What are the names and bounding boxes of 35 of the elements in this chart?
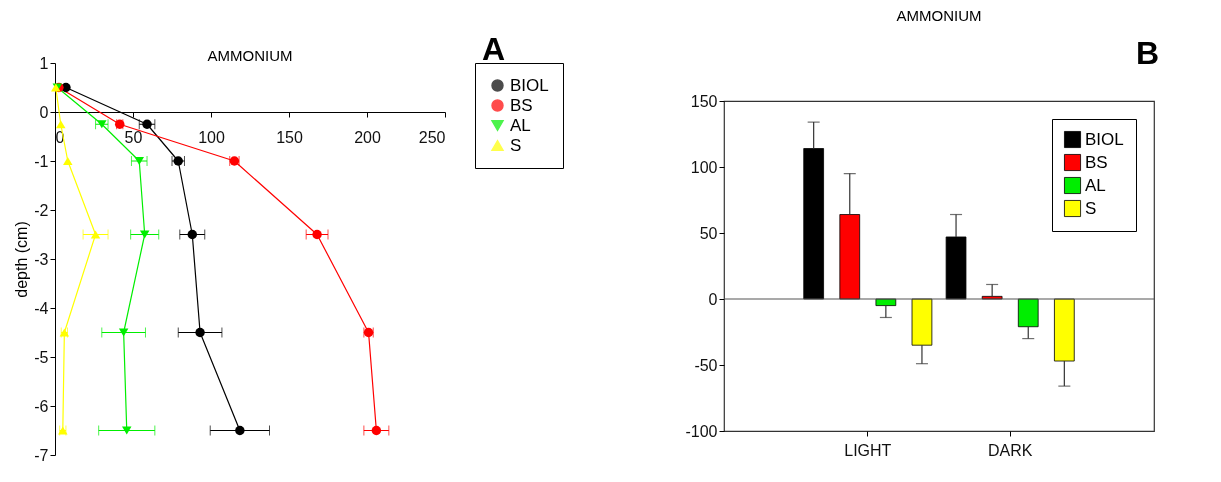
x-tick-label: 50 [124, 128, 143, 146]
x-tick-label: 250 [418, 128, 446, 146]
y-tick-label: -4 [34, 299, 49, 317]
y-tick-label: -3 [34, 250, 49, 268]
y-tick-label: 0 [39, 103, 49, 121]
x-tick-label: 150 [276, 128, 303, 146]
text: A [481, 31, 505, 67]
y-tick-label: -7 [34, 446, 49, 464]
y-tick-label: -100 [685, 422, 718, 440]
legend-label: BS [1085, 152, 1108, 172]
legend-label: AL [1085, 175, 1106, 195]
legend-label: S [1085, 198, 1097, 218]
legend-label: S [510, 135, 522, 155]
legend-label: BS [510, 95, 533, 115]
legend-label: AL [510, 115, 531, 135]
y-tick-label: -50 [694, 356, 718, 374]
legend-label: BIOL [510, 75, 549, 95]
y-tick-label: 150 [690, 92, 718, 110]
x-tick-label: LIGHT [844, 441, 892, 459]
chart-title: AMMONIUM [896, 7, 982, 24]
y-tick-label: 1 [39, 54, 49, 72]
y-tick-label: 0 [708, 290, 718, 308]
y-tick-label: -2 [34, 201, 49, 219]
x-tick-label: DARK [987, 441, 1033, 459]
x-tick-label: 200 [354, 128, 381, 146]
x-tick-label: 100 [198, 128, 225, 146]
y-tick-label: -5 [34, 348, 49, 366]
y-tick-label: 50 [699, 224, 718, 242]
y-axis-title: depth (cm) [13, 221, 31, 298]
y-tick-label: 100 [690, 158, 718, 176]
y-tick-label: -6 [34, 397, 49, 415]
text: B [1135, 35, 1159, 71]
legend-label: BIOL [1085, 129, 1124, 149]
chart-title: AMMONIUM [207, 47, 293, 64]
y-tick-label: -1 [34, 152, 49, 170]
